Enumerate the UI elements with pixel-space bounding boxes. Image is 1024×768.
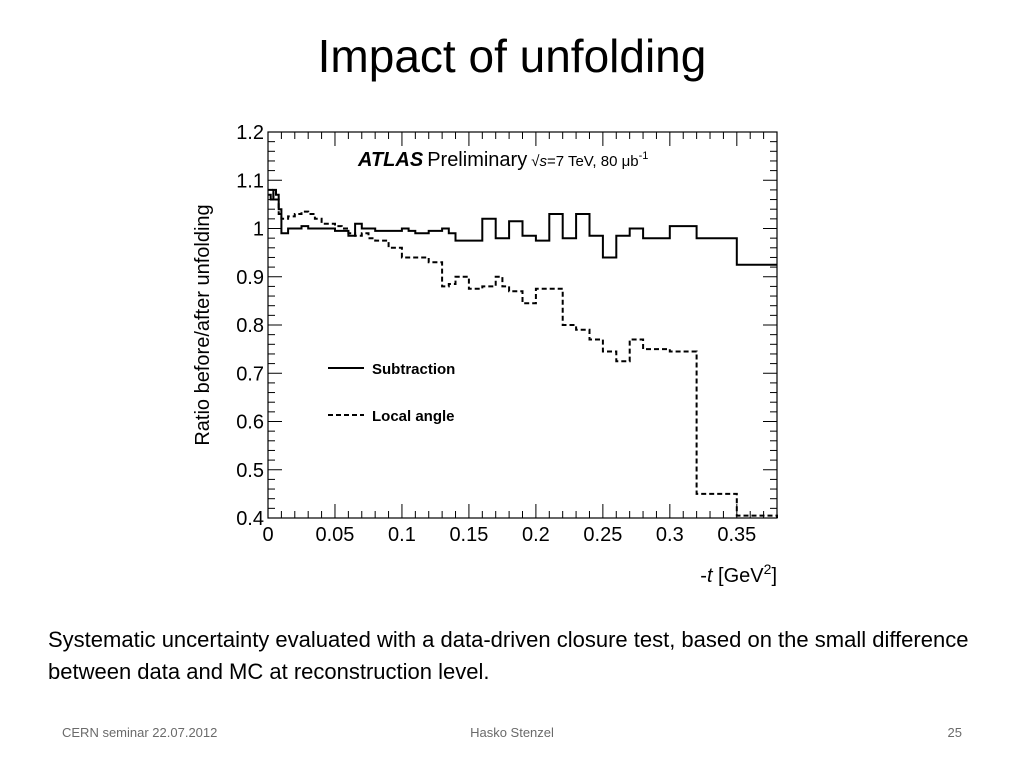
y-axis-title: Ratio before/after unfolding <box>192 204 214 445</box>
slide-title: Impact of unfolding <box>317 30 707 82</box>
y-tick-label: 0.9 <box>236 267 264 289</box>
x-tick-label: 0.1 <box>388 524 416 546</box>
slide-body-text: Systematic uncertainty evaluated with a … <box>48 627 969 684</box>
y-tick-label: 1.1 <box>236 170 264 192</box>
x-tick-label: 0.3 <box>656 524 684 546</box>
legend-label-local-angle: Local angle <box>372 408 455 425</box>
x-tick-label: 0 <box>262 524 273 546</box>
x-axis-title: -t [GeV2] <box>700 561 777 587</box>
y-tick-label: 1.2 <box>236 122 264 144</box>
x-axis-title-suffix: ] <box>771 565 777 587</box>
y-tick-label: 0.4 <box>236 508 264 530</box>
slide-number: 25 <box>947 725 962 740</box>
ratio-chart: 0.4 0.5 0.6 0.7 0.8 0.9 1 1.1 1.2 0 0.05 0.1 0.15 0.2… <box>192 122 778 587</box>
legend-label-subtraction: Subtraction <box>372 361 455 378</box>
x-axis-title-prefix: - <box>700 565 707 587</box>
atlas-label-status: Preliminary <box>427 149 527 171</box>
atlas-label-s: s <box>539 153 547 170</box>
atlas-label-experiment: ATLAS <box>357 149 424 171</box>
x-tick-label: 0.2 <box>522 524 550 546</box>
footer-event: CERN seminar 22.07.2012 <box>62 725 218 740</box>
x-axis-title-superscript: 2 <box>764 561 772 577</box>
x-tick-label: 0.35 <box>717 524 756 546</box>
x-axis-title-variable: t <box>707 565 714 587</box>
x-tick-label: 0.05 <box>316 524 355 546</box>
atlas-label: ATLAS Preliminary √s=7 TeV, 80 μb-1 <box>357 149 648 171</box>
y-tick-label: 1 <box>253 219 264 241</box>
x-tick-label: 0.25 <box>583 524 622 546</box>
atlas-label-energy: =7 TeV, 80 μb <box>547 153 639 170</box>
x-axis-title-unit: [GeV <box>713 565 765 587</box>
footer-author: Hasko Stenzel <box>470 725 554 740</box>
series-subtraction-line <box>268 188 777 266</box>
y-tick-label: 0.7 <box>236 363 264 385</box>
plot-frame <box>267 131 778 519</box>
y-tick-label: 0.8 <box>236 315 264 337</box>
atlas-label-superscript: -1 <box>639 150 649 162</box>
y-tick-label: 0.5 <box>236 460 264 482</box>
x-tick-label: 0.15 <box>449 524 488 546</box>
atlas-label-sqrt: √ <box>531 153 540 170</box>
y-tick-label: 0.6 <box>236 412 264 434</box>
